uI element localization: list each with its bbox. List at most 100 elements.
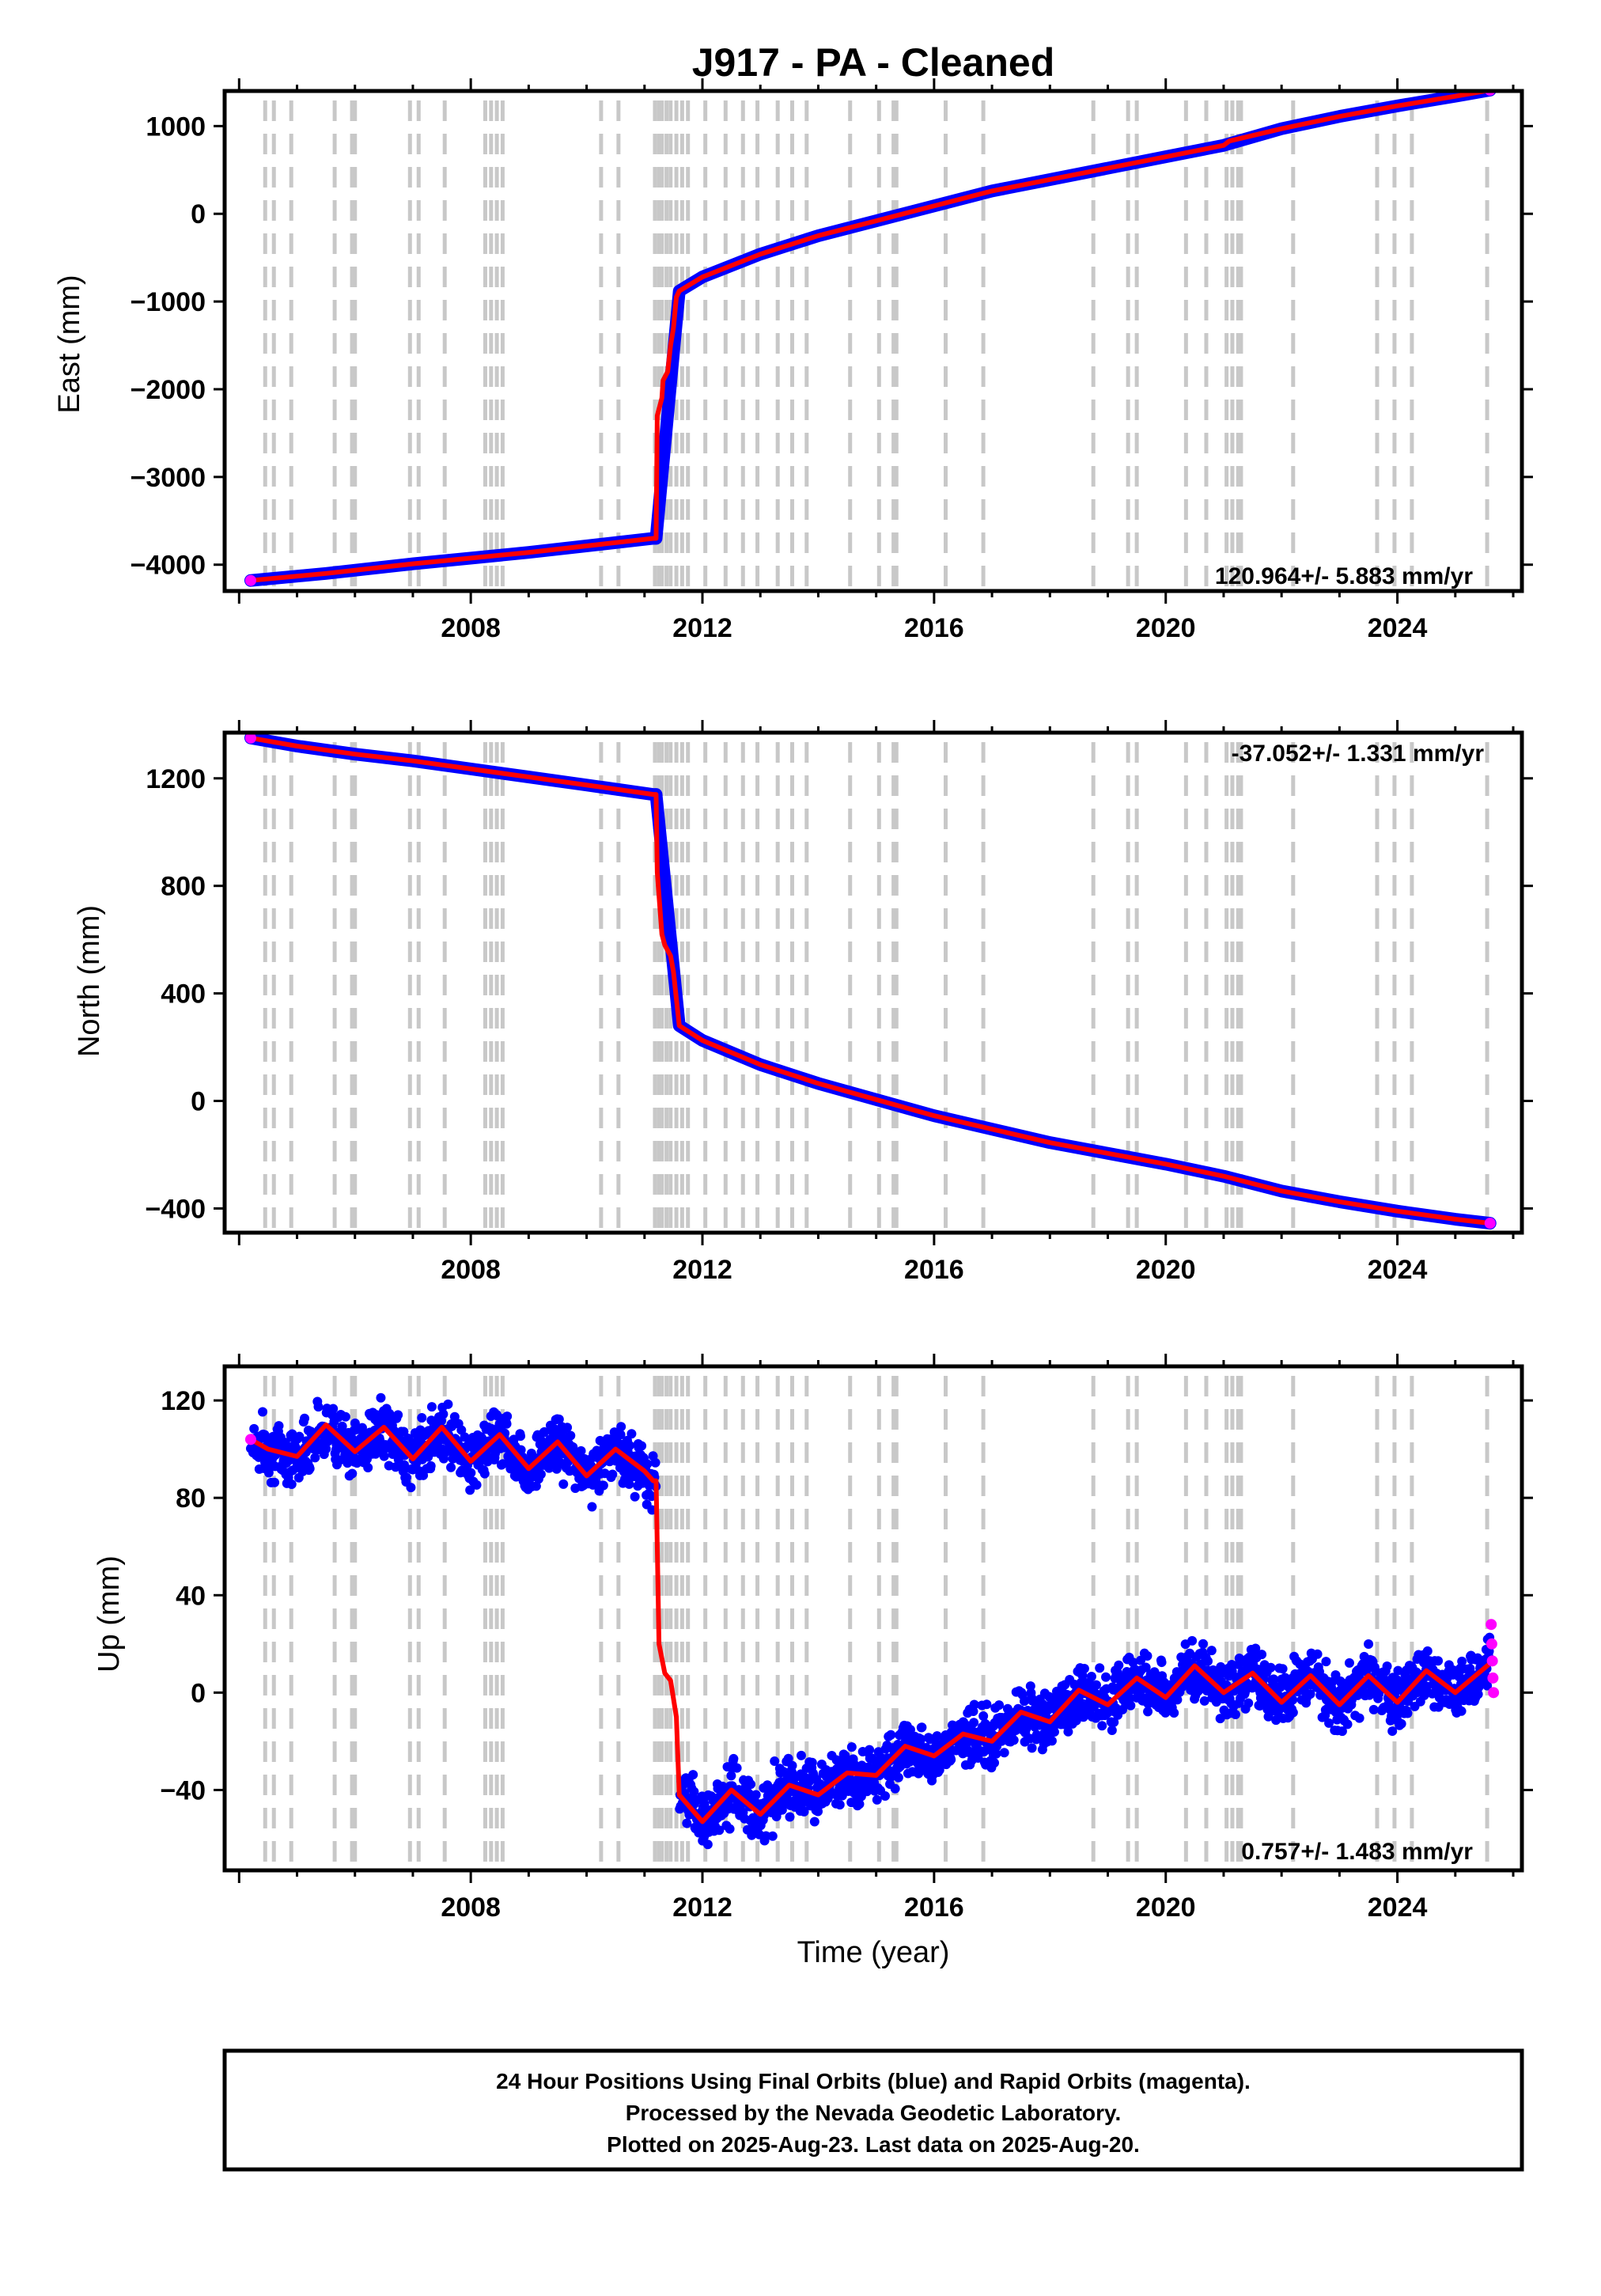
final-orbit-point	[1141, 1662, 1151, 1673]
east-rate-label: 120.964+/- 5.883 mm/yr	[1215, 563, 1473, 589]
model-fit-line	[249, 1422, 1492, 1824]
rapid-orbit-point	[1487, 1672, 1499, 1684]
final-orbit-point	[767, 1831, 778, 1841]
x-tick-label: 2020	[1136, 1255, 1196, 1285]
final-orbit-point	[566, 1430, 576, 1441]
final-orbit-point	[1071, 1715, 1081, 1726]
final-orbit-point	[384, 1408, 395, 1419]
final-orbit-point	[1269, 1674, 1279, 1684]
x-tick-label: 2016	[904, 1255, 964, 1285]
final-orbit-point	[1337, 1726, 1347, 1737]
final-orbit-point	[726, 1771, 736, 1781]
final-orbit-point	[689, 1786, 699, 1797]
final-orbit-point	[1086, 1672, 1096, 1682]
final-orbit-point	[630, 1491, 640, 1502]
final-orbit-point	[1079, 1663, 1089, 1673]
final-orbit-point	[465, 1485, 475, 1495]
final-orbit-point	[1142, 1651, 1152, 1661]
rapid-orbit-point	[1486, 1638, 1497, 1650]
final-orbit-point	[516, 1431, 526, 1442]
final-orbit-point	[725, 1824, 735, 1834]
final-orbit-point	[1101, 1672, 1111, 1682]
first-point	[244, 1434, 256, 1445]
final-orbit-point	[426, 1402, 437, 1412]
final-orbit-point	[729, 1753, 739, 1764]
x-tick-label: 2024	[1368, 1892, 1428, 1923]
final-orbit-point	[932, 1731, 942, 1741]
footer-line-1: 24 Hour Positions Using Final Orbits (bl…	[496, 2069, 1251, 2093]
final-orbit-point	[549, 1424, 559, 1434]
final-orbit-point	[642, 1459, 653, 1469]
final-orbit-point	[1063, 1726, 1073, 1737]
final-orbit-point	[625, 1441, 635, 1451]
y-tick-label: 40	[176, 1581, 206, 1611]
y-tick-label: −40	[160, 1775, 206, 1805]
first-point	[244, 733, 256, 744]
final-orbit-series	[244, 91, 1497, 587]
final-orbit-point	[1368, 1704, 1379, 1714]
y-tick-label: 0	[191, 199, 206, 229]
final-orbit-point	[1095, 1663, 1105, 1673]
x-tick-label: 2008	[441, 1892, 501, 1923]
final-orbit-point	[1172, 1695, 1183, 1705]
y-tick-label: 400	[161, 979, 206, 1010]
final-orbit-point	[417, 1413, 427, 1423]
final-orbit-point	[587, 1502, 597, 1512]
final-orbit-point	[558, 1479, 569, 1489]
final-orbit-point	[270, 1477, 280, 1487]
footer-line-2: Processed by the Nevada Geodetic Laborat…	[626, 2101, 1122, 2125]
footer-line-3: Plotted on 2025-Aug-23. Last data on 202…	[607, 2132, 1140, 2157]
final-orbit-point	[1344, 1658, 1354, 1668]
y-tick-label: −1000	[131, 287, 206, 317]
final-orbit-point	[1027, 1743, 1037, 1753]
final-orbit-point	[1169, 1708, 1179, 1718]
final-orbit-point	[1266, 1662, 1276, 1673]
model-fit-line	[250, 91, 1491, 583]
final-orbit-point	[357, 1423, 367, 1433]
final-orbit-point	[1396, 1718, 1406, 1729]
final-orbit-point	[471, 1480, 482, 1490]
y-tick-label: −400	[145, 1194, 206, 1224]
final-orbit-point	[1374, 1688, 1384, 1699]
final-orbit-point	[831, 1755, 842, 1765]
final-orbit-point	[1422, 1646, 1433, 1656]
final-orbit-point	[1202, 1656, 1213, 1666]
final-orbit-point	[1047, 1736, 1057, 1746]
final-orbit-point	[616, 1422, 626, 1432]
final-orbit-point	[1271, 1715, 1281, 1726]
final-orbit-point	[799, 1806, 809, 1817]
final-orbit-point	[1136, 1655, 1146, 1665]
final-orbit-point	[516, 1445, 526, 1455]
final-orbit-point	[426, 1461, 436, 1471]
y-tick-label: −3000	[131, 463, 206, 493]
final-orbit-point	[1324, 1718, 1334, 1728]
final-orbit-point	[699, 1799, 710, 1809]
x-tick-label: 2020	[1136, 1892, 1196, 1923]
final-orbit-point	[305, 1464, 315, 1474]
final-orbit-point	[1025, 1681, 1035, 1692]
final-orbit-point	[969, 1718, 979, 1728]
final-orbit-point	[1456, 1706, 1467, 1716]
final-orbit-point	[890, 1783, 900, 1794]
final-orbit-point	[1288, 1707, 1298, 1718]
final-orbit-point	[1230, 1710, 1240, 1720]
final-orbit-point	[406, 1483, 416, 1493]
final-orbit-point	[363, 1462, 373, 1472]
chart-title: J917 - PA - Cleaned	[692, 40, 1055, 85]
final-orbit-point	[785, 1812, 795, 1822]
final-orbit-point	[274, 1421, 284, 1431]
y-tick-label: 800	[161, 872, 206, 902]
final-orbit-point	[650, 1457, 660, 1468]
final-orbit-point	[294, 1431, 305, 1442]
final-orbit-point	[1243, 1698, 1254, 1708]
final-orbit-point	[258, 1407, 268, 1417]
final-orbit-point	[626, 1429, 637, 1439]
final-orbit-point	[286, 1480, 297, 1490]
final-orbit-point	[1049, 1727, 1059, 1737]
y-tick-label: −4000	[131, 551, 206, 581]
final-orbit-point	[300, 1413, 310, 1423]
y-tick-label: 120	[161, 1386, 206, 1416]
final-orbit-point	[893, 1772, 903, 1783]
final-orbit-point	[347, 1468, 358, 1479]
final-orbit-point	[536, 1469, 546, 1480]
